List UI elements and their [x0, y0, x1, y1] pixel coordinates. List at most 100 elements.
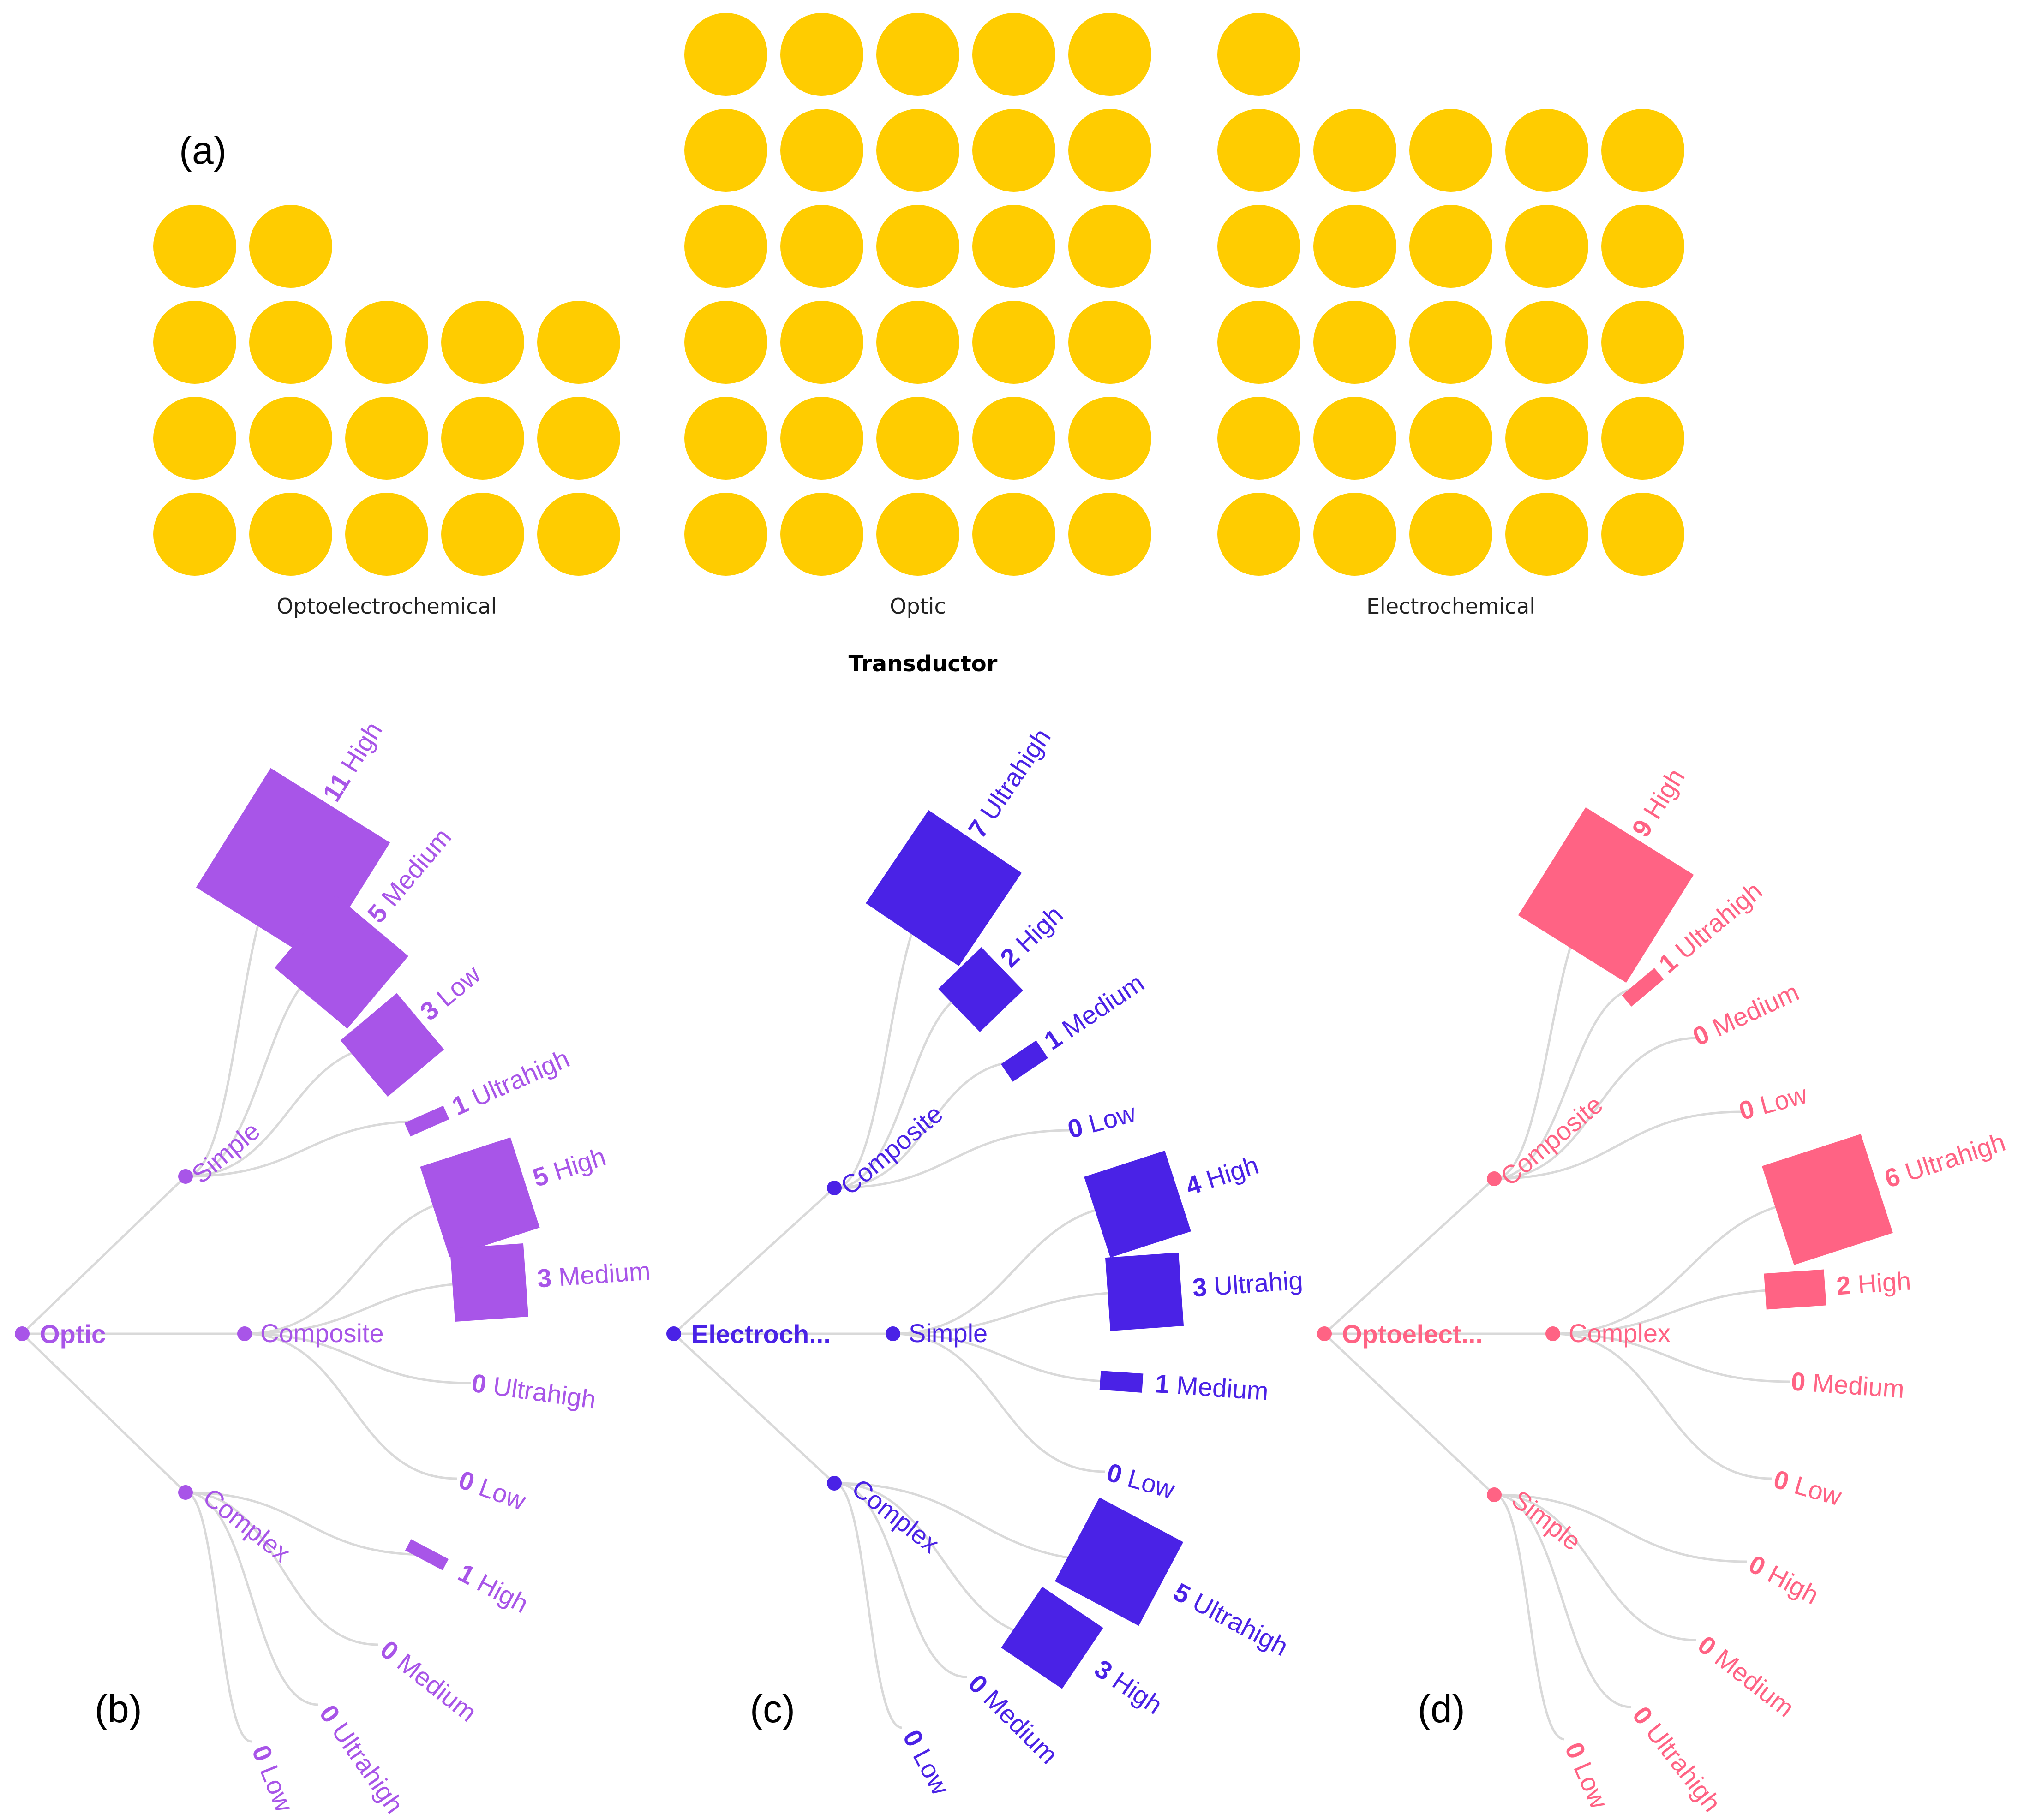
- electro-leaf-rect-2-0: [1054, 1497, 1184, 1626]
- optic-leaf-text-2-3: Low: [254, 1761, 299, 1816]
- optoelectro-leaf-label-1-1: 2 High: [1835, 1266, 1912, 1300]
- dot-optoelectrochemical-16: [249, 205, 332, 288]
- optic-leaf-rect-2-0: [405, 1539, 449, 1570]
- electro-leaf-label-2-2: 0 Medium: [963, 1669, 1064, 1769]
- dot-optic-23: [972, 109, 1055, 192]
- optic-leaf-label-1-2: 0 Ultrahigh: [470, 1368, 598, 1414]
- optoelectro-link-2-1: [1494, 1493, 1696, 1641]
- optoelectro-leaf-rect-0-1: [1622, 968, 1664, 1007]
- electro-leaf-text-1-2: Medium: [1176, 1370, 1269, 1406]
- dot-electrochemical-15: [1217, 205, 1300, 288]
- dot-optic-29: [1068, 13, 1151, 96]
- electro-link-0-3: [834, 1129, 1071, 1189]
- dot-optic-18: [972, 205, 1055, 288]
- optic-branch-label-2: Complex: [198, 1482, 296, 1568]
- dot-optic-3: [972, 493, 1055, 576]
- dot-optic-1: [780, 493, 863, 576]
- optic-link-2-1: [185, 1491, 379, 1646]
- electro-leaf-label-1-1: 3 Ultrahig: [1192, 1265, 1304, 1302]
- dot-optoelectrochemical-1: [249, 493, 332, 576]
- dot-optoelectrochemical-5: [153, 397, 236, 480]
- electro-branch-label-0: Composite: [835, 1099, 948, 1200]
- optic-link-root-2: [21, 1333, 186, 1493]
- dot-electrochemical-21: [1313, 109, 1396, 192]
- electro-leaf-text-2-0: Ultrahigh: [1188, 1587, 1293, 1661]
- dot-optic-8: [972, 397, 1055, 480]
- optoelectro-leaf-text-1-0: Ultrahigh: [1902, 1127, 2009, 1187]
- electro-leaf-label-2-3: 0 Low: [897, 1725, 955, 1800]
- optic-branch-node-1: [237, 1326, 252, 1341]
- dot-electrochemical-8: [1505, 397, 1588, 480]
- dot-optic-15: [684, 205, 767, 288]
- optoelectro-links: [1323, 894, 1828, 1741]
- electro-leaf-text-0-3: Low: [1085, 1098, 1139, 1139]
- dot-optic-14: [1068, 301, 1151, 384]
- optoelectro-branch-label-0: Composite: [1495, 1090, 1608, 1191]
- optic-leaf-text-2-2: Ultrahigh: [326, 1717, 409, 1819]
- optoelectro-link-0-3: [1494, 1110, 1743, 1180]
- dot-optoelectrochemical-3: [441, 493, 524, 576]
- optic-leaf-text-0-3: Ultrahigh: [467, 1044, 574, 1112]
- dot-electrochemical-9: [1601, 397, 1684, 480]
- optoelectro-link-1-1: [1552, 1288, 1796, 1335]
- dot-electrochemical-10: [1217, 301, 1300, 384]
- electro-leaf-rect-1-0: [1084, 1151, 1191, 1258]
- optoelectro-leaf-label-2-2: 0 Ultrahigh: [1627, 1701, 1727, 1817]
- optic-branch-label-1: Composite: [260, 1319, 384, 1348]
- electro-leaf-rect-0-2: [1001, 1040, 1048, 1082]
- optoelectro-leaf-text-0-3: Low: [1757, 1080, 1810, 1120]
- electro-link-1-3: [892, 1332, 1106, 1473]
- optic-leaf-text-0-1: Medium: [376, 823, 457, 912]
- dot-electrochemical-12: [1409, 301, 1492, 384]
- electro-leaf-label-2-1: 3 High: [1090, 1654, 1168, 1720]
- optoelectro-leaf-text-2-3: Low: [1568, 1758, 1614, 1813]
- electro-branch-node-0: [827, 1181, 842, 1195]
- optoelectro-leaf-label-2-3: 0 Low: [1559, 1738, 1614, 1813]
- electro-leaf-count-1-2: 1: [1154, 1369, 1178, 1399]
- optoelectro-leaf-text-1-1: High: [1857, 1266, 1912, 1299]
- dot-optoelectrochemical-0: [153, 493, 236, 576]
- optic-branch-node-2: [178, 1485, 193, 1500]
- electro-link-2-0: [834, 1482, 1120, 1563]
- dot-optoelectrochemical-15: [153, 205, 236, 288]
- electro-leaf-label-1-2: 1 Medium: [1154, 1369, 1269, 1406]
- optoelectro-leaf-rect-1-1: [1764, 1269, 1826, 1310]
- electro-link-root-2: [673, 1333, 835, 1484]
- optoelectro-leaf-label-0-0: 9 High: [1626, 764, 1690, 842]
- electro-root-node: [666, 1326, 681, 1341]
- optic-link-2-0: [185, 1491, 427, 1556]
- optoelectro-leaf-label-1-2: 0 Medium: [1790, 1366, 1905, 1403]
- dot-optoelectrochemical-4: [537, 493, 620, 576]
- group-label-optoelectrochemical: Optoelectrochemical: [277, 594, 497, 619]
- optic-link-root-0: [21, 1176, 186, 1335]
- dot-optoelectrochemical-14: [537, 301, 620, 384]
- dot-optic-21: [780, 109, 863, 192]
- electro-links: [673, 887, 1145, 1729]
- dot-electrochemical-3: [1505, 493, 1588, 576]
- optoelectro-leaf-label-1-3: 0 Low: [1771, 1464, 1845, 1511]
- dot-electrochemical-25: [1217, 13, 1300, 96]
- dot-optic-0: [684, 493, 767, 576]
- dot-optoelectrochemical-10: [153, 301, 236, 384]
- optic-leaf-label-1-1: 3 Medium: [536, 1256, 652, 1293]
- dot-optoelectrochemical-13: [441, 301, 524, 384]
- optoelectro-leaf-rect-0-0: [1518, 807, 1694, 983]
- optic-leaf-label-2-3: 0 Low: [246, 1741, 299, 1816]
- electro-leaf-label-0-1: 2 High: [994, 900, 1068, 973]
- dot-electrochemical-17: [1409, 205, 1492, 288]
- optoelectro-root-label: Optoelect...: [1342, 1319, 1483, 1349]
- electro-leaf-text-1-1: Ultrahig: [1213, 1265, 1304, 1301]
- dot-optoelectrochemical-6: [249, 397, 332, 480]
- dot-optic-11: [780, 301, 863, 384]
- optic-leaf-label-0-3: 1 Ultrahigh: [448, 1044, 574, 1121]
- optic-leaf-text-2-1: Medium: [392, 1648, 482, 1727]
- electro-branch-label-1: Simple: [909, 1319, 988, 1348]
- electro-branch-node-2: [827, 1476, 842, 1491]
- optoelectro-branch-node-1: [1545, 1326, 1560, 1341]
- optic-root-node: [15, 1326, 30, 1341]
